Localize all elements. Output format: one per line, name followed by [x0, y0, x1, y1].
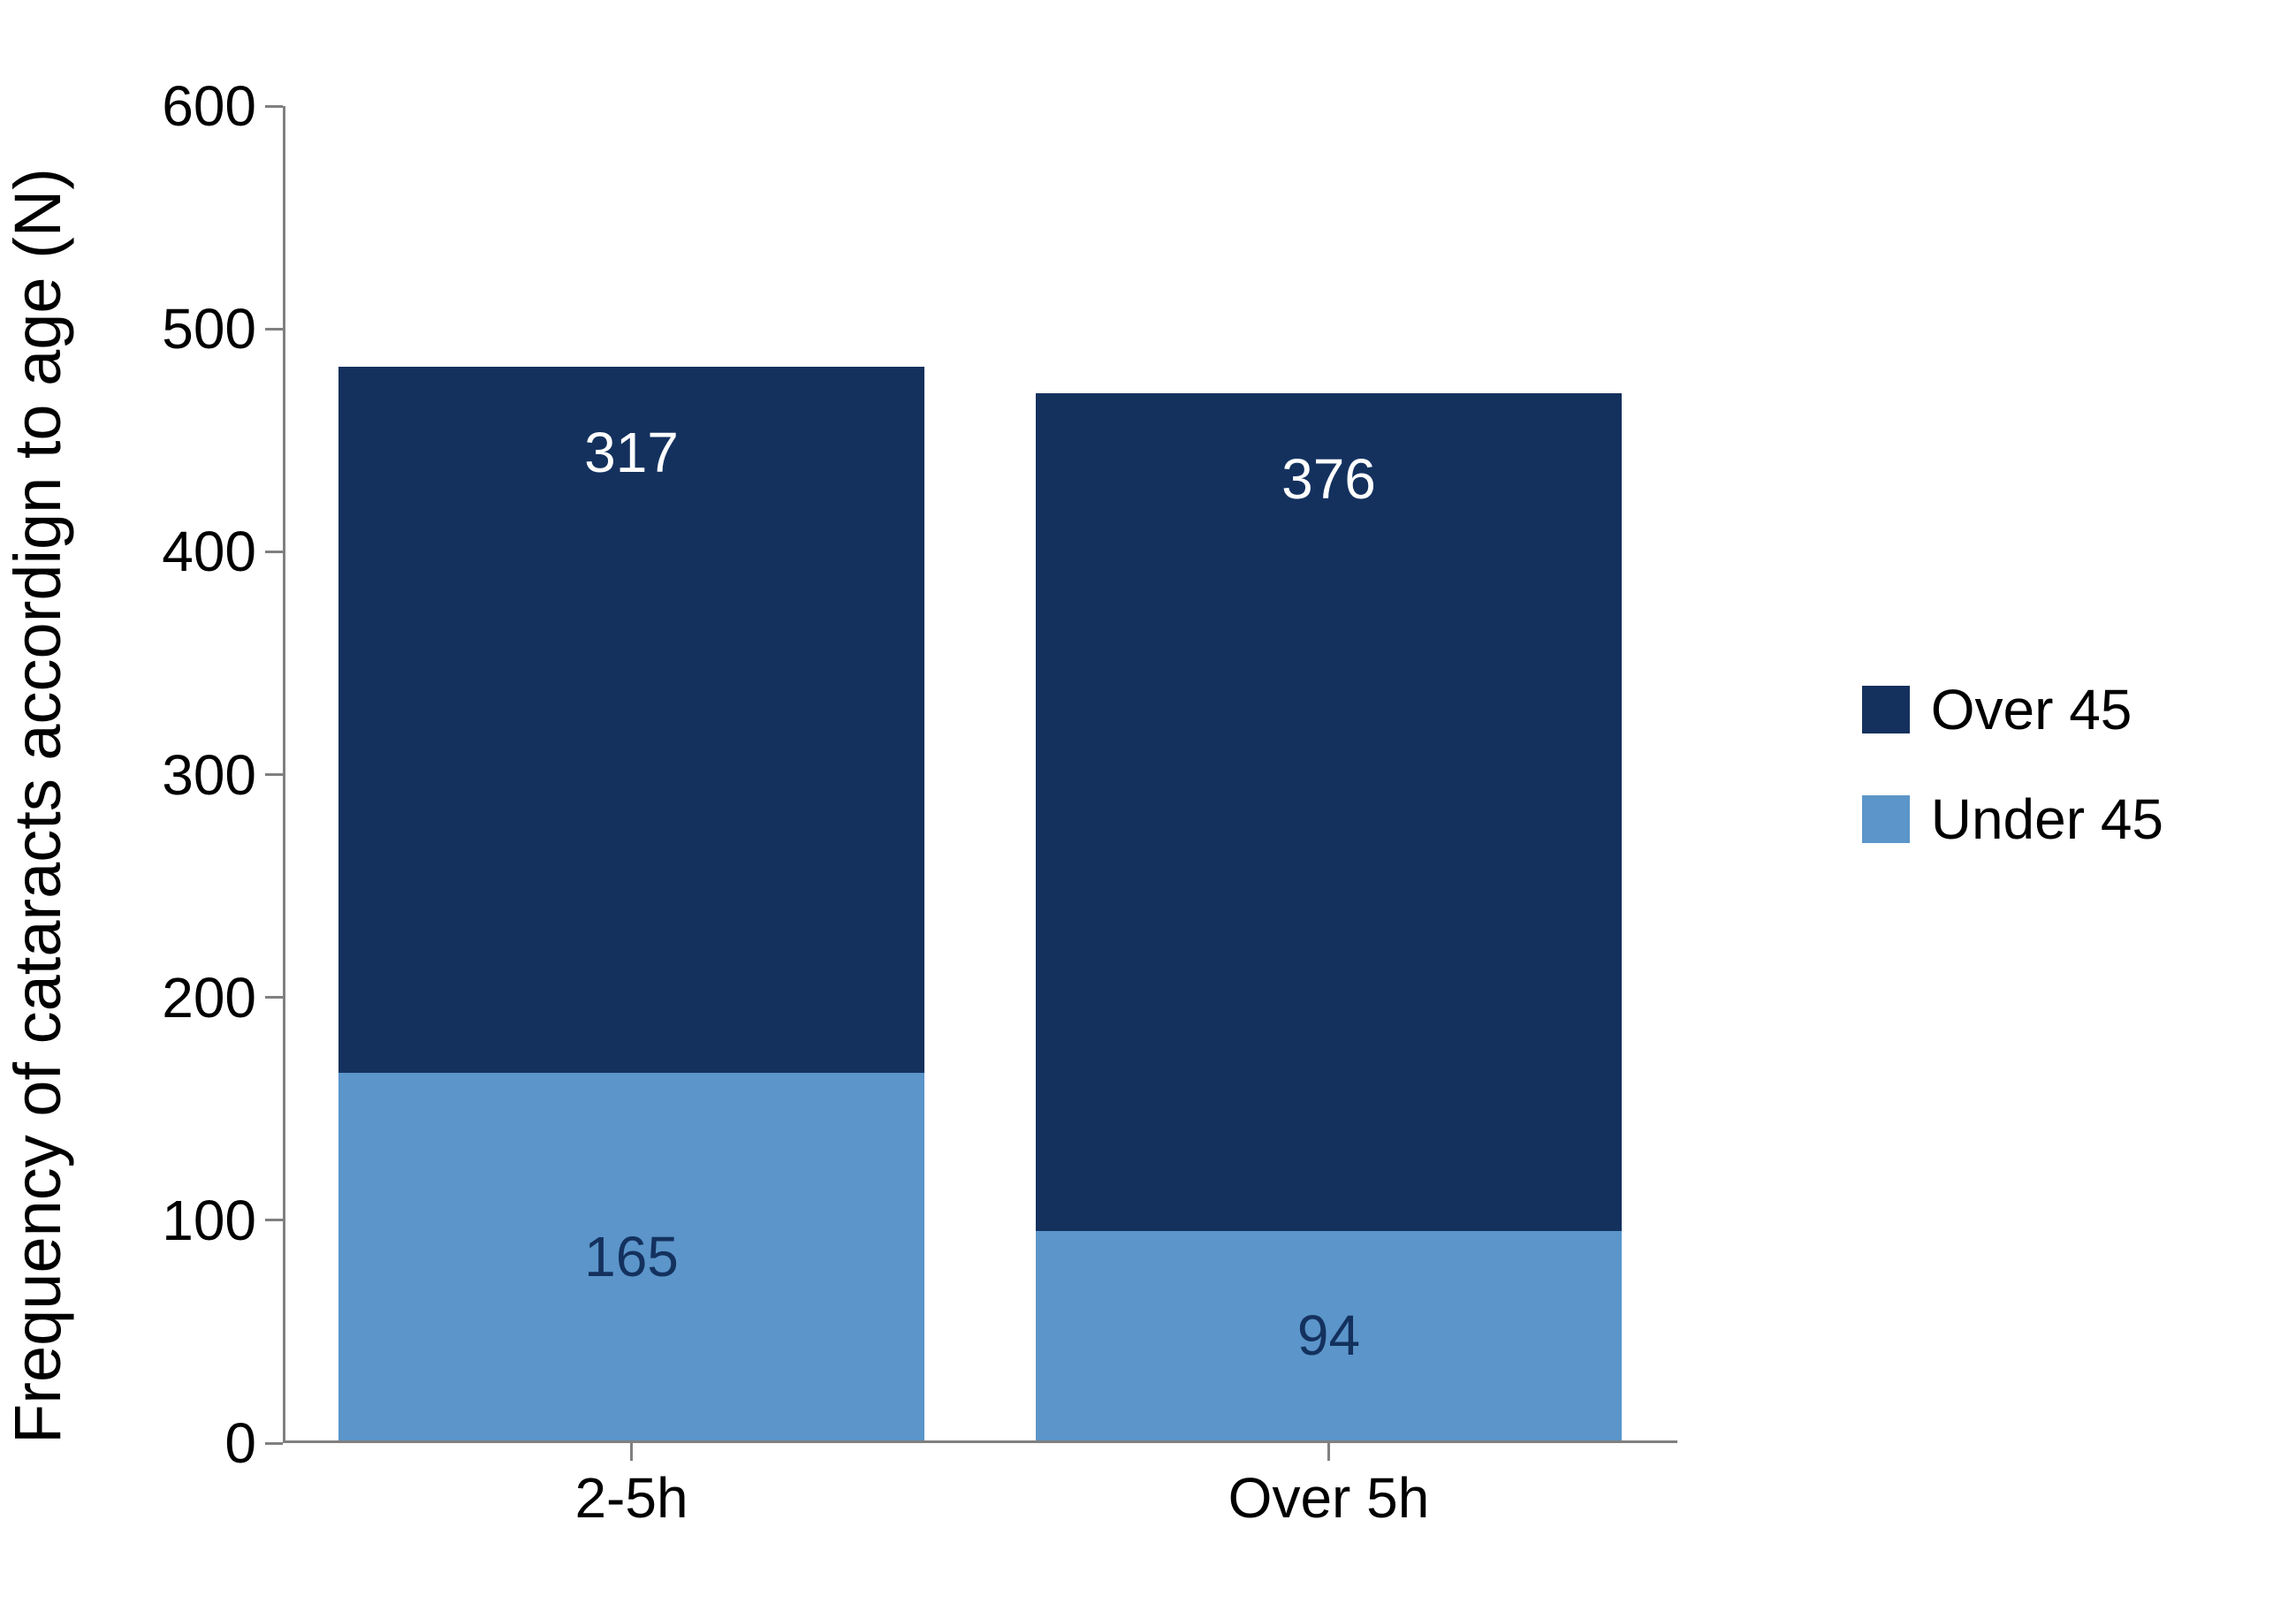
y-tick-label: 200 [162, 965, 256, 1030]
bar-value-label: 165 [584, 1224, 679, 1289]
legend-swatch [1862, 686, 1910, 733]
y-tick [265, 105, 283, 108]
x-tick [1327, 1443, 1330, 1461]
bar-value-label: 317 [584, 420, 679, 485]
y-axis-line [283, 106, 285, 1443]
bar-segment-under-45: 165 [338, 1073, 924, 1440]
legend-label: Under 45 [1931, 787, 2163, 852]
legend-item: Under 45 [1862, 787, 2163, 852]
bar-segment-over-45: 376 [1036, 393, 1622, 1231]
bar-group: 165 317 [338, 367, 924, 1440]
legend-swatch [1862, 795, 1910, 843]
bar-segment-over-45: 317 [338, 367, 924, 1073]
x-tick [630, 1443, 633, 1461]
bar-value-label: 94 [1297, 1303, 1360, 1368]
y-axis-title: Frequency of cataracts accordign to age … [0, 168, 75, 1444]
legend-label: Over 45 [1931, 677, 2133, 742]
plot-area: 01002003004005006002-5h165317Over 5h9437… [283, 106, 1677, 1443]
y-tick-label: 300 [162, 742, 256, 808]
legend: Over 45 Under 45 [1862, 677, 2163, 852]
y-tick-label: 400 [162, 519, 256, 584]
y-tick-label: 600 [162, 73, 256, 139]
y-tick-label: 100 [162, 1188, 256, 1253]
x-axis-line [283, 1440, 1677, 1443]
bar-value-label: 376 [1281, 446, 1376, 512]
x-tick-label: 2-5h [574, 1465, 688, 1531]
y-tick-label: 500 [162, 296, 256, 361]
y-tick-label: 0 [224, 1410, 256, 1476]
legend-item: Over 45 [1862, 677, 2163, 742]
x-tick-label: Over 5h [1228, 1465, 1430, 1531]
y-tick [265, 551, 283, 553]
stacked-bar-chart: Frequency of cataracts accordign to age … [0, 0, 2296, 1611]
bar-group: 94 376 [1036, 393, 1622, 1440]
bar-segment-under-45: 94 [1036, 1231, 1622, 1440]
y-tick [265, 1442, 283, 1445]
y-tick [265, 1219, 283, 1221]
y-tick [265, 996, 283, 999]
y-tick [265, 773, 283, 776]
y-tick [265, 328, 283, 331]
